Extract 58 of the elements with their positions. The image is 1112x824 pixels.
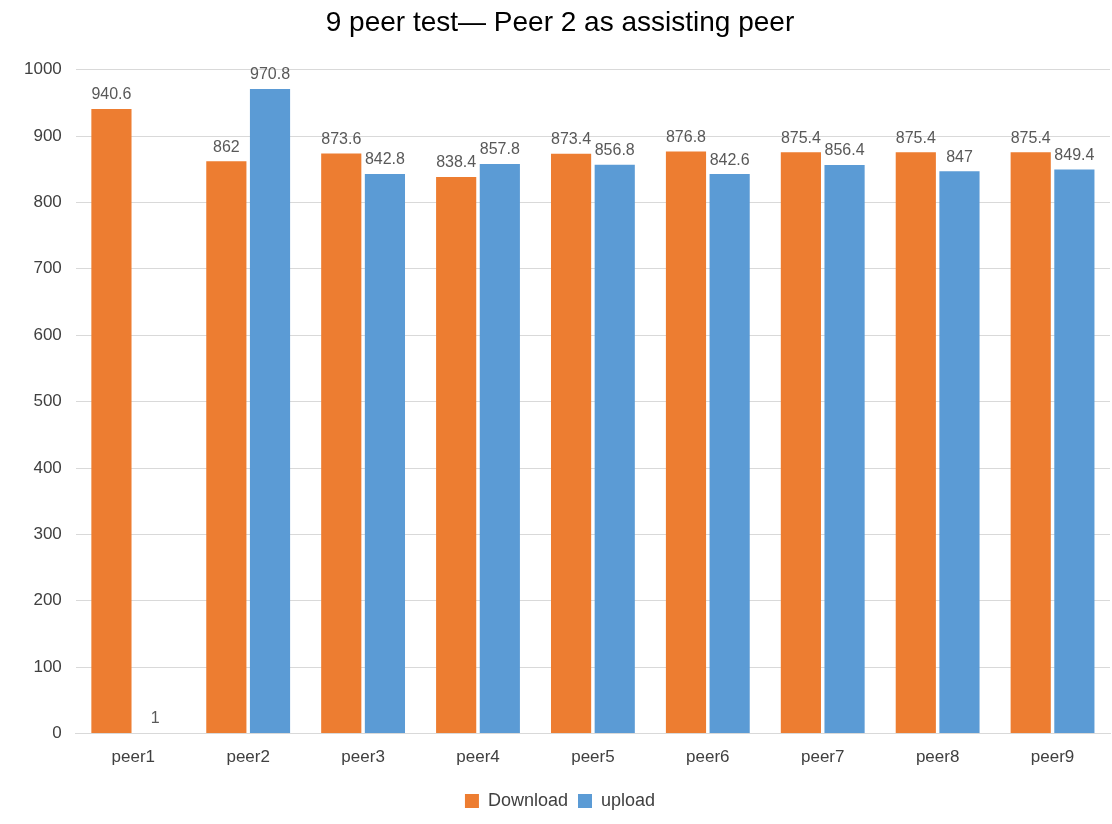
bar: [479, 164, 520, 734]
y-tick-label: 800: [33, 192, 62, 212]
data-label: 856.4: [824, 141, 865, 159]
bar: [780, 152, 821, 734]
bar: [594, 164, 635, 734]
y-tick-label: 300: [33, 524, 62, 544]
data-label: 940.6: [91, 85, 132, 103]
bar: [550, 153, 592, 734]
data-label: 856.8: [594, 141, 635, 159]
data-label: 876.8: [665, 127, 707, 145]
y-tick-label: 600: [33, 324, 62, 344]
y-tick-label: 100: [33, 656, 62, 676]
y-tick-label: 900: [33, 125, 62, 145]
bar: [709, 174, 750, 734]
bar: [1054, 169, 1095, 734]
y-tick-label: 0: [52, 723, 62, 743]
bar: [436, 176, 477, 734]
data-label: 842.8: [364, 150, 406, 168]
data-label: 849.4: [1054, 146, 1095, 163]
x-tick-label: peer5: [571, 747, 615, 767]
data-label: 875.4: [895, 128, 936, 146]
y-tick-label: 200: [33, 590, 62, 610]
data-label: 875.4: [780, 128, 822, 146]
data-label: 1: [150, 709, 160, 727]
data-label: 873.6: [321, 129, 362, 147]
x-tick-label: peer8: [915, 747, 960, 767]
legend-label: upload: [601, 789, 656, 810]
y-tick-label: 500: [33, 391, 62, 411]
bar: [939, 171, 980, 734]
x-tick-label: peer3: [341, 747, 385, 767]
data-label: 862: [213, 137, 240, 155]
bar: [824, 164, 865, 734]
bar: [321, 153, 362, 734]
data-label: 873.4: [551, 130, 592, 148]
data-label: 847: [946, 147, 973, 165]
x-tick-label: peer7: [800, 747, 845, 767]
bar: [249, 88, 291, 734]
data-label: 842.6: [709, 150, 750, 168]
data-label: 970.8: [249, 65, 291, 83]
data-label: 838.4: [436, 153, 477, 171]
y-tick-label: 400: [33, 457, 62, 477]
legend-label: Download: [487, 789, 569, 810]
y-tick-label: 1000: [23, 59, 62, 79]
x-tick-label: peer9: [1030, 747, 1075, 767]
x-tick-label: peer1: [111, 747, 156, 767]
bar: [91, 109, 132, 734]
x-tick-label: peer6: [686, 747, 730, 767]
x-tick-label: peer4: [456, 747, 500, 767]
bar: [665, 151, 707, 734]
data-label: 875.4: [1010, 128, 1051, 146]
y-tick-label: 700: [33, 258, 62, 278]
chart-title: 9 peer test— Peer 2 as assisting peer: [325, 5, 795, 37]
bar: [206, 161, 247, 734]
bar: [364, 173, 406, 734]
data-label: 857.8: [479, 140, 520, 158]
x-tick-label: peer2: [226, 747, 270, 767]
bar: [1010, 152, 1051, 734]
bar: [895, 152, 936, 734]
